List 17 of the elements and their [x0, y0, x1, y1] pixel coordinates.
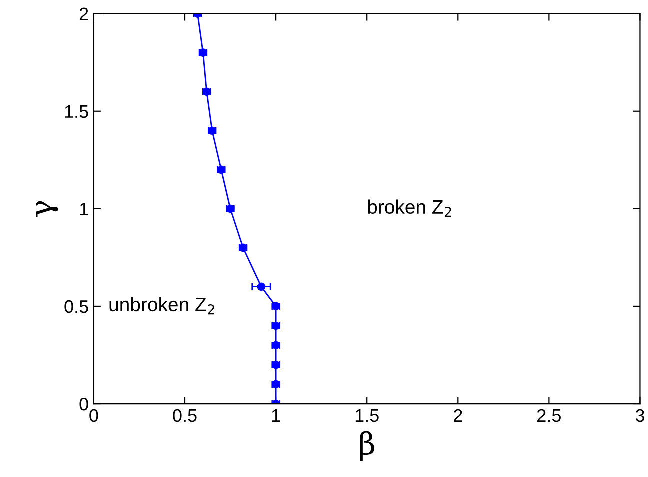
x-tick-label: 0.5: [173, 409, 197, 422]
annotation: unbroken Z$_{2}$: [110, 297, 214, 315]
point: [257, 282, 266, 292]
y-tick-label: 1: [80, 203, 88, 216]
x-tick-label: 3: [636, 409, 644, 422]
x-tick-label: 0: [90, 409, 98, 422]
annotation: broken Z$_{2}$: [368, 200, 452, 218]
x-axis-title: β: [360, 431, 374, 461]
y-tick-label: 0: [80, 398, 88, 411]
y-tick-label: 1.5: [65, 106, 88, 118]
y-tick-label: 2: [80, 8, 88, 20]
x-tick-label: 2: [454, 409, 462, 422]
x-tick-label: 2.5: [538, 409, 561, 422]
y-axis-title: γ: [36, 201, 58, 217]
x-tick-label: 1.5: [356, 410, 379, 422]
y-tick-label: 0.5: [64, 300, 88, 314]
x-tick-label: 1: [272, 410, 280, 422]
